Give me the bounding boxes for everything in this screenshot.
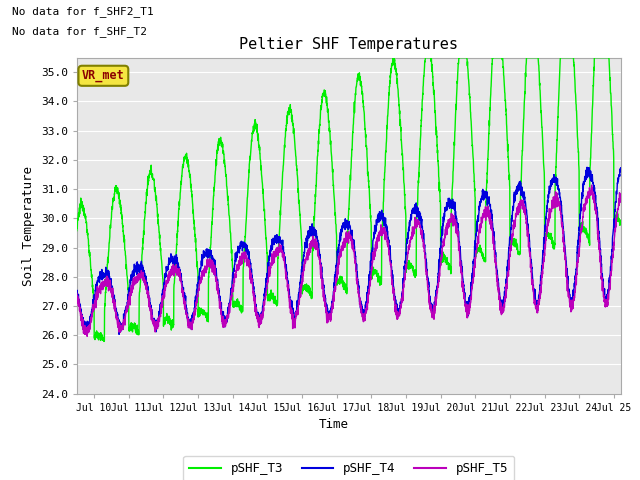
pSHF_T4 [135, 266, 143, 272]
Line: pSHF_T4: pSHF_T4 [77, 167, 621, 335]
pSHF_T4 [305, 232, 313, 238]
pSHF_T3 [548, 240, 556, 246]
pSHF_T5 [617, 194, 625, 200]
pSHF_T5 [73, 290, 81, 296]
pSHF_T3 [282, 128, 289, 133]
pSHF_T3 [168, 327, 175, 333]
pSHF_T3 [100, 338, 108, 344]
pSHF_T4 [617, 165, 625, 171]
pSHF_T5 [548, 203, 556, 209]
pSHF_T3 [617, 217, 625, 223]
pSHF_T4 [282, 264, 289, 269]
pSHF_T4 [607, 264, 614, 269]
pSHF_T4 [583, 164, 591, 170]
pSHF_T5 [83, 334, 91, 339]
Y-axis label: Soil Temperature: Soil Temperature [22, 166, 35, 286]
X-axis label: Time: Time [319, 418, 349, 431]
pSHF_T4 [168, 257, 175, 263]
pSHF_T5 [607, 272, 614, 278]
Legend: pSHF_T3, pSHF_T4, pSHF_T5: pSHF_T3, pSHF_T4, pSHF_T5 [183, 456, 515, 480]
pSHF_T5 [305, 247, 313, 252]
pSHF_T3 [305, 289, 313, 295]
pSHF_T4 [73, 288, 81, 294]
pSHF_T5 [135, 272, 143, 277]
pSHF_T3 [135, 326, 143, 332]
pSHF_T5 [282, 271, 289, 277]
pSHF_T4 [548, 181, 556, 187]
pSHF_T5 [168, 268, 175, 274]
Text: VR_met: VR_met [82, 69, 125, 82]
Text: No data for f_SHF2_T1: No data for f_SHF2_T1 [12, 6, 153, 17]
Line: pSHF_T5: pSHF_T5 [77, 185, 621, 336]
pSHF_T5 [588, 182, 595, 188]
Text: No data for f_SHF_T2: No data for f_SHF_T2 [12, 26, 147, 37]
Line: pSHF_T3: pSHF_T3 [77, 58, 621, 341]
pSHF_T4 [115, 332, 123, 337]
pSHF_T3 [73, 228, 81, 233]
pSHF_T3 [607, 90, 614, 96]
pSHF_T3 [389, 55, 397, 60]
Title: Peltier SHF Temperatures: Peltier SHF Temperatures [239, 37, 458, 52]
